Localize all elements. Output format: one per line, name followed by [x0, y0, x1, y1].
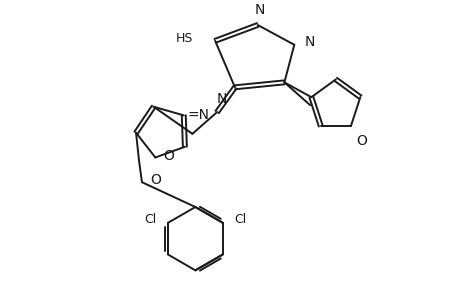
Text: N: N — [254, 3, 264, 17]
Text: N: N — [216, 92, 227, 106]
Text: HS: HS — [176, 32, 193, 45]
Text: Cl: Cl — [234, 213, 246, 226]
Text: N: N — [303, 35, 314, 49]
Text: O: O — [355, 134, 366, 148]
Text: O: O — [150, 173, 160, 187]
Text: =N: =N — [187, 108, 209, 122]
Text: Cl: Cl — [144, 213, 156, 226]
Text: O: O — [163, 148, 174, 163]
